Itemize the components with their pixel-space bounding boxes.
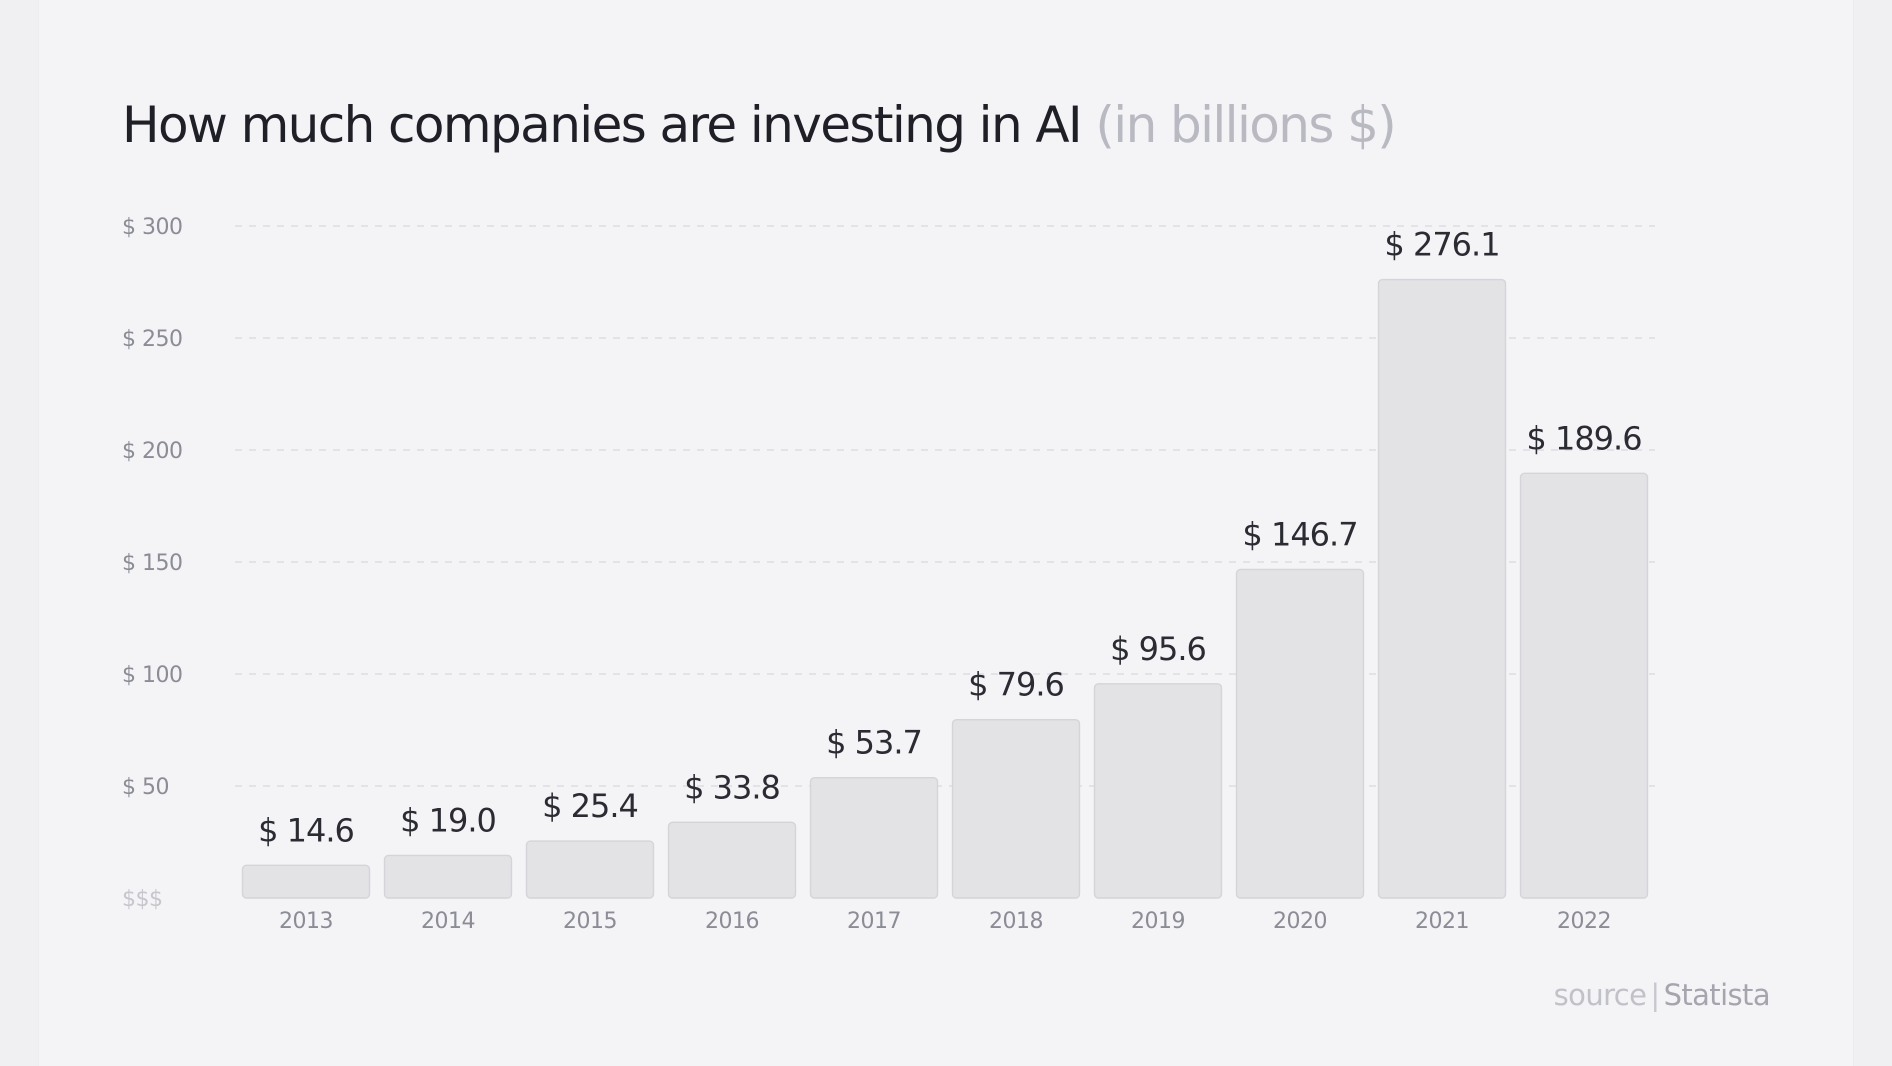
x-tick-label: 2013 [279,909,333,934]
x-tick-label: 2015 [563,909,617,934]
value-label: $ 33.8 [684,768,780,806]
x-tick-label: 2021 [1415,909,1469,934]
source-divider: | [1650,978,1660,1012]
y-tick-label: $ 100 [122,663,182,688]
x-tick-label: 2022 [1557,909,1611,934]
bar [951,718,1081,899]
bar [1093,683,1223,899]
bar [1235,568,1365,899]
source-label: source [1553,978,1647,1012]
y-tick-label: $ 300 [122,215,182,240]
bar [525,840,655,899]
value-label: $ 19.0 [400,801,496,839]
x-tick-label: 2019 [1131,909,1185,934]
y-tick-label: $ 200 [122,439,182,464]
bar [241,864,371,899]
value-labels: $ 14.6 $ 19.0 $ 25.4 $ 33.8 $ 53.7 $ 79.6 $ 95… [258,226,1642,850]
bar [383,854,513,899]
value-label: $ 95.6 [1110,630,1206,668]
y-tick-label: $ 150 [122,551,182,576]
bar [667,821,797,899]
y-tick-label: $$$ [122,887,163,912]
x-tick-label: 2016 [705,909,759,934]
value-label: $ 146.7 [1242,515,1357,553]
title-text: How much companies are investing in AI [122,96,1083,154]
chart-title: How much companies are investing in AI (… [122,100,1397,150]
value-label: $ 189.6 [1526,419,1641,457]
y-tick-label: $ 250 [122,327,182,352]
source-name: Statista [1663,978,1771,1012]
x-tick-label: 2014 [421,909,475,934]
value-label: $ 276.1 [1384,226,1499,264]
y-tick-label: $ 50 [122,775,169,800]
source-credit: source | Statista [1553,978,1771,1012]
x-tick-label: 2017 [847,909,901,934]
value-label: $ 14.6 [258,811,354,849]
x-axis-ticks: 2013 2014 2015 2016 2017 2018 2019 2020 2021 2022 [279,909,1612,934]
bars [241,278,1649,899]
title-units: (in billions $) [1095,96,1396,154]
x-tick-label: 2018 [989,909,1043,934]
x-tick-label: 2020 [1273,909,1327,934]
value-label: $ 25.4 [542,787,638,825]
bar [1377,278,1507,899]
y-axis-ticks: $$$ $ 50 $ 100 $ 150 $ 200 $ 250 $ 300 [122,215,183,912]
value-label: $ 79.6 [968,666,1064,704]
bar [1519,472,1649,899]
bar [809,777,939,899]
value-label: $ 53.7 [826,724,922,762]
